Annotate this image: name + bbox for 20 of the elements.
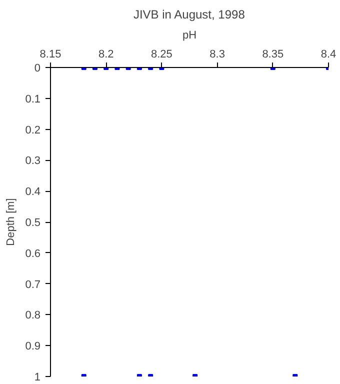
y-tick-label: 0.7 <box>25 278 41 291</box>
x-tick-label: 8.15 <box>40 48 62 60</box>
y-tick-label: 0.3 <box>25 155 41 168</box>
x-tick-label: 8.25 <box>150 48 172 60</box>
x-tick-label: 8.2 <box>98 48 114 60</box>
x-tick-label: 8.35 <box>262 48 284 60</box>
x-tick-label: 8.4 <box>320 48 336 60</box>
y-tick-label: 0.1 <box>25 93 41 106</box>
x-axis-title: pH <box>182 30 197 42</box>
y-tick-label: 1 <box>34 372 41 384</box>
y-tick-label: 0.2 <box>25 124 41 136</box>
y-tick-label: 0 <box>34 62 41 74</box>
y-tick-label: 0.8 <box>25 310 41 322</box>
y-axis-title: Depth [m] <box>5 198 18 246</box>
x-tick-label: 8.3 <box>210 48 225 60</box>
chart-title: JIVB in August, 1998 <box>133 8 246 22</box>
y-tick-label: 0.5 <box>25 217 41 229</box>
y-tick-label: 0.6 <box>25 248 41 260</box>
y-tick-label: 0.4 <box>25 186 41 198</box>
y-tick-label: 0.9 <box>25 340 41 353</box>
